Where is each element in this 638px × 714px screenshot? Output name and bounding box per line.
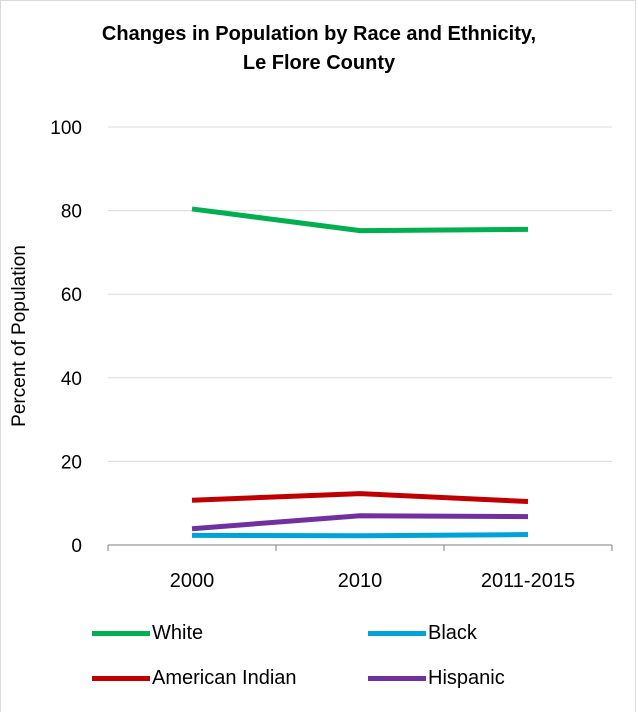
y-tick-label-100: 100 [50,118,82,139]
x-tick-label-2: 2011-2015 [481,570,575,592]
legend-swatch-white [92,630,150,636]
y-tick-labels: 0 20 40 60 80 100 [50,118,82,557]
chart-title-line2: Le Flore County [242,52,396,74]
legend-item-black: Black [368,618,477,648]
y-tick-label-40: 40 [61,369,82,390]
legend-label-hispanic: Hispanic [428,666,505,689]
legend-item-white: White [92,618,203,648]
x-tick-label-0: 2000 [170,570,215,592]
legend-label-american-indian: American Indian [152,666,297,689]
series-line-black [191,532,529,539]
legend-swatch-black [368,630,426,636]
y-tick-label-60: 60 [61,285,82,306]
gridlines [108,126,612,462]
series-line-hispanic [191,513,529,532]
legend-swatch-american-indian [92,675,150,681]
legend-label-black: Black [428,621,477,644]
legend-item-hispanic: Hispanic [368,663,505,693]
legend-item-american-indian: American Indian [92,663,297,693]
legend-label-white: White [152,621,204,644]
y-tick-label-0: 0 [71,536,82,557]
x-tick-labels: 2000 2010 2011-2015 [170,570,575,592]
series-line-white [191,206,529,234]
series-lines [191,206,529,539]
chart-title-line1: Changes in Population by Race and Ethnic… [101,23,537,45]
x-tick-label-1: 2010 [338,570,383,592]
chart-title: Changes in Population by Race and Ethnic… [0,20,638,78]
x-axis [107,544,613,551]
y-tick-label-20: 20 [61,452,82,473]
legend-swatch-hispanic [368,675,426,681]
series-line-american-indian [191,491,529,505]
y-tick-label-80: 80 [61,202,82,223]
